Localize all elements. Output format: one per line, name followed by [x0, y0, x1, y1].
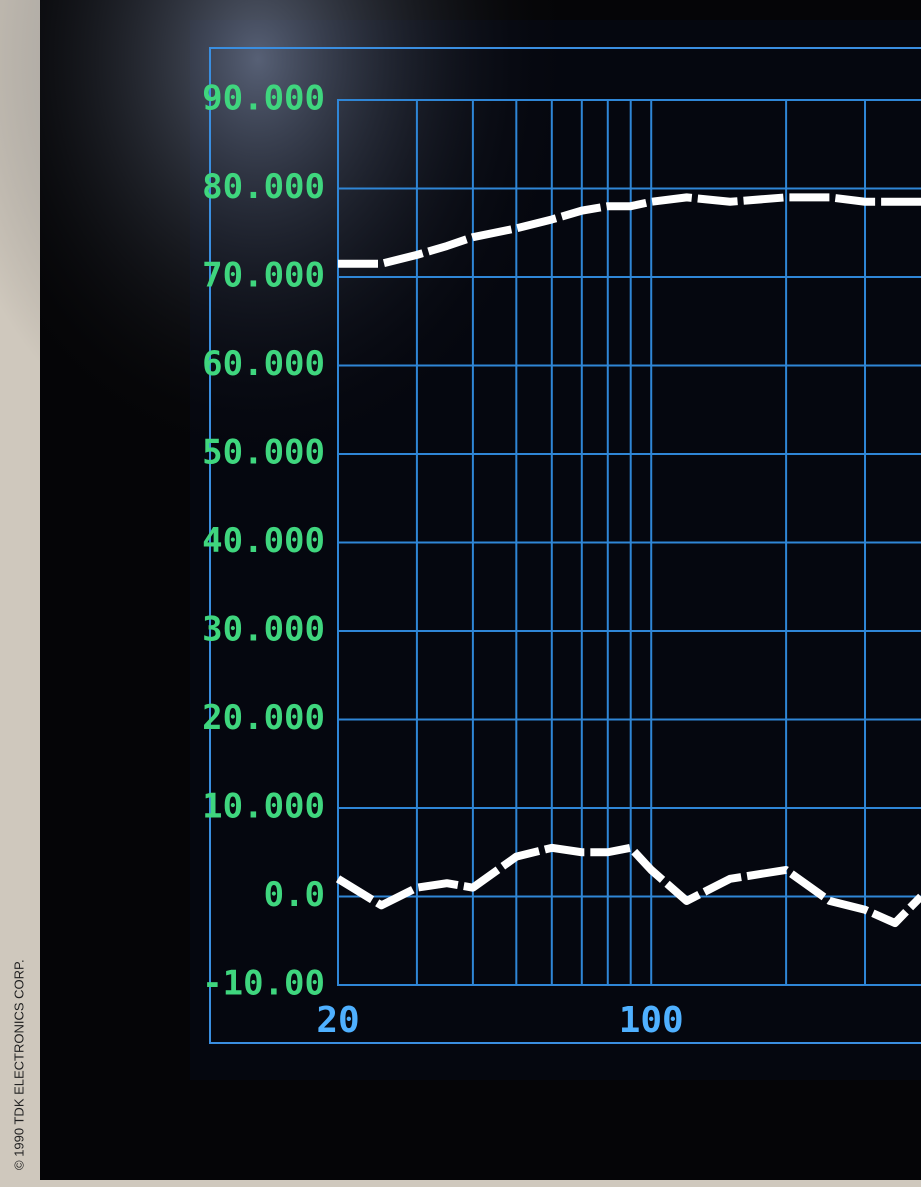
y-tick-label: 30.000: [202, 610, 325, 650]
y-tick-label: 60.000: [202, 344, 325, 384]
y-tick-label: 50.000: [202, 433, 325, 473]
y-tick-label: 0.0: [264, 875, 325, 915]
y-tick-label: 40.000: [202, 521, 325, 561]
y-tick-label: 10.000: [202, 787, 325, 827]
y-tick-label: 80.000: [202, 167, 325, 207]
y-tick-label: 90.000: [202, 79, 325, 119]
y-tick-label: -10.00: [202, 964, 325, 1004]
data-line: [338, 193, 921, 268]
x-tick-label: 20: [316, 1000, 359, 1041]
y-tick-label: 20.000: [202, 698, 325, 738]
credit: © 1990 TDK ELECTRONICS CORP.: [11, 959, 26, 1170]
screen-frame: [209, 47, 921, 1044]
x-tick-label: 100: [619, 1000, 684, 1041]
y-tick-label: 70.000: [202, 256, 325, 296]
data-line: [335, 843, 921, 928]
